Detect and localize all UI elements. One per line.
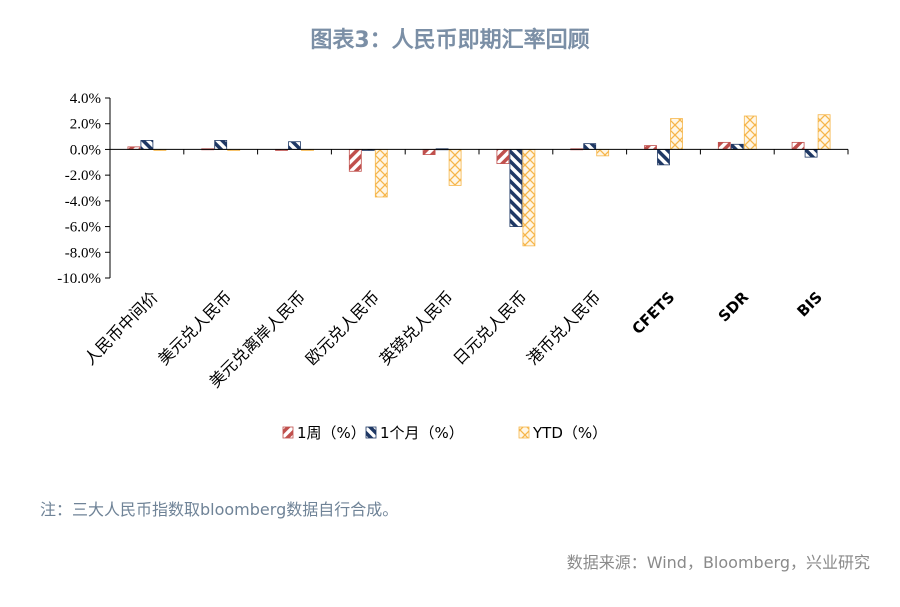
bar-ytd-8 bbox=[743, 115, 757, 150]
bar-week-8 bbox=[717, 141, 731, 150]
legend-swatch-month bbox=[365, 426, 377, 439]
y-tick-label: -6.0% bbox=[65, 220, 101, 236]
x-tick-label: CFETS bbox=[628, 288, 678, 338]
bar-week-7 bbox=[644, 145, 657, 150]
bar-ytd-6 bbox=[596, 149, 610, 157]
bar-month-1 bbox=[214, 140, 228, 150]
bar-month-7 bbox=[657, 149, 670, 166]
bar-ytd-7 bbox=[670, 118, 683, 150]
plot-area: 4.0% 2.0% 0.0% -2.0% -4.0% -6.0% -8.0% -10.0%人民… bbox=[57, 91, 849, 391]
bar-week-5 bbox=[496, 149, 510, 164]
y-tick-label: 2.0% bbox=[70, 117, 101, 133]
legend-swatch-ytd bbox=[518, 426, 530, 439]
x-tick-label: SDR bbox=[715, 288, 753, 326]
legend-label-month: 1个月（%） bbox=[380, 424, 464, 442]
y-tick-label: 0.0% bbox=[70, 142, 101, 158]
legend-label-week: 1周（%） bbox=[297, 424, 366, 442]
bar-month-9 bbox=[804, 149, 818, 158]
x-tick-label: 日元兑人民币 bbox=[449, 287, 530, 368]
bar-chart: 4.0% 2.0% 0.0% -2.0% -4.0% -6.0% -8.0% -10.0%人民… bbox=[57, 91, 849, 442]
data-source: 数据来源：Wind，Bloomberg，兴业研究 bbox=[566, 553, 870, 572]
y-tick-label: -10.0% bbox=[57, 271, 101, 287]
x-tick-label: 英镑兑人民币 bbox=[376, 287, 457, 368]
legend-swatch-week bbox=[282, 426, 294, 439]
bar-week-3 bbox=[348, 149, 362, 172]
bar-ytd-9 bbox=[817, 114, 831, 150]
bar-month-0 bbox=[140, 140, 154, 150]
bar-month-6 bbox=[583, 143, 597, 150]
legend-label-ytd: YTD（%） bbox=[532, 424, 607, 442]
y-tick-label: -8.0% bbox=[65, 245, 101, 261]
y-tick-label: 4.0% bbox=[70, 91, 101, 107]
bar-month-5 bbox=[509, 149, 523, 227]
footnote: 注：三大人民币指数取bloomberg数据自行合成。 bbox=[40, 500, 399, 519]
bar-week-9 bbox=[791, 141, 805, 150]
x-tick-label: BIS bbox=[794, 288, 826, 320]
y-tick-label: -2.0% bbox=[65, 168, 101, 184]
y-tick-label: -4.0% bbox=[65, 194, 101, 210]
x-tick-label: 人民币中间价 bbox=[80, 287, 161, 368]
chart-title: 图表3：人民币即期汇率回顾 bbox=[310, 28, 590, 53]
legend: 1周（%） 1个月（%） YTD（%） bbox=[282, 424, 607, 442]
bar-ytd-3 bbox=[374, 149, 388, 198]
bar-month-2 bbox=[288, 141, 301, 150]
bar-ytd-5 bbox=[522, 149, 536, 247]
x-tick-label: 港币兑人民币 bbox=[523, 287, 604, 368]
x-tick-label: 欧元兑人民币 bbox=[302, 287, 383, 368]
bar-week-4 bbox=[422, 149, 436, 155]
bar-ytd-4 bbox=[448, 149, 462, 186]
x-tick-label: 美元兑人民币 bbox=[154, 287, 235, 368]
bar-month-8 bbox=[730, 143, 744, 150]
